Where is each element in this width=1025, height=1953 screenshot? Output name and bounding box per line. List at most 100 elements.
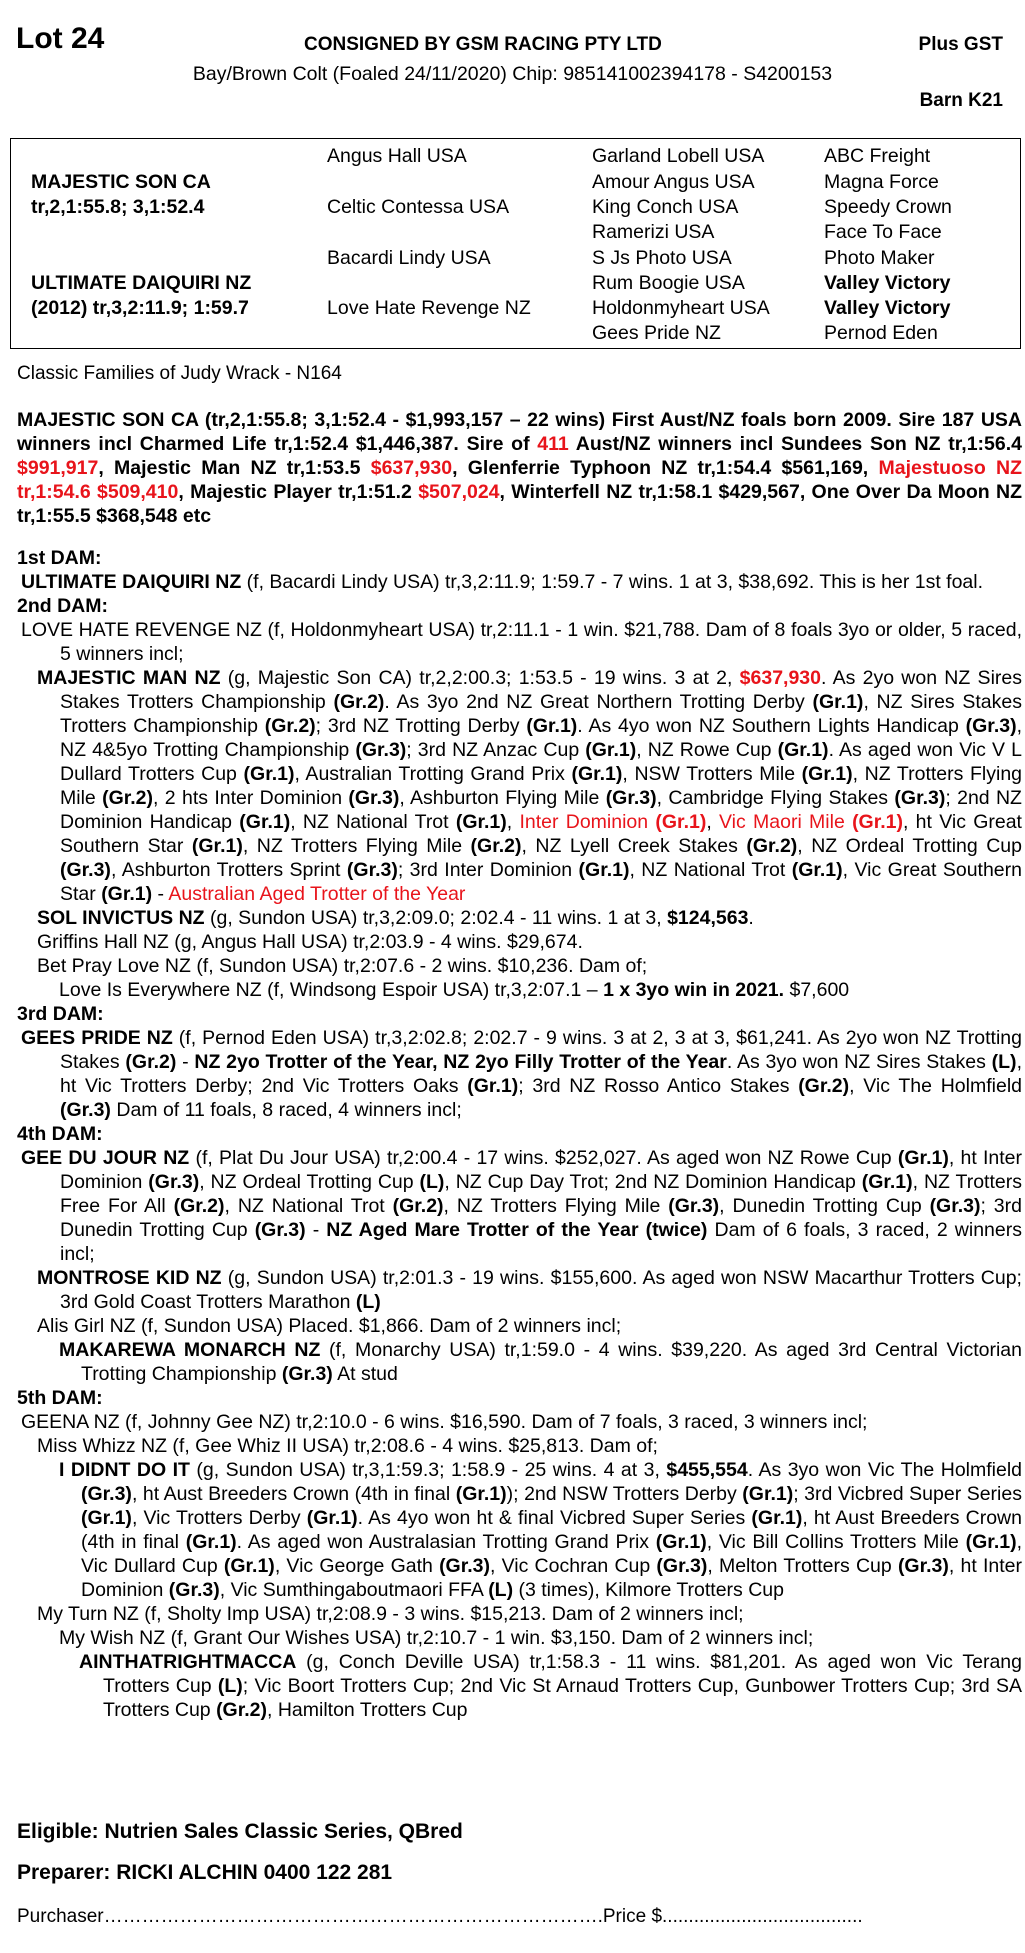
text-run: , NZ Cup Day Trot; 2nd NZ Dominion Handi… (444, 1171, 862, 1193)
text-run: ; 2nd NZ Dominion Handicap (60, 787, 1022, 833)
text-run: , Dunedin Trotting Cup (719, 1195, 930, 1217)
text-run: NZ Aged Mare Trotter of the Year (twice) (326, 1219, 708, 1241)
text-run: , Majestic Man NZ tr,1:53.5 (98, 457, 371, 479)
pedigree-table (10, 138, 1021, 349)
text-run: MONTROSE KID NZ (37, 1267, 222, 1289)
text-run: (Gr.2) (216, 1699, 267, 1721)
dam-heading: 5th DAM: (17, 1386, 1022, 1410)
plus-gst: Plus GST (918, 34, 1003, 55)
pedigree-gen2: Angus Hall USA (327, 145, 467, 167)
text-run: (Gr.1) (791, 859, 843, 881)
text-run: , 2 hts Inter Dominion (153, 787, 349, 809)
text-run: (Gr.1) (812, 691, 864, 713)
text-run: ; 3rd NZ Anzac Cup (406, 739, 586, 761)
text-run: , Majestic Player tr,1:51.2 (178, 481, 419, 503)
purchaser-field[interactable]: …………………………………………………………………… (103, 1906, 598, 1927)
text-run: , Glenferrie Typhoon NZ tr,1:54.4 $561,1… (452, 457, 879, 479)
pedigree-gen3: Gees Pride NZ (592, 322, 721, 344)
text-run: (Gr.3) (60, 859, 111, 881)
text-run: . As 3yo 2nd NZ Great Northern Trotting … (384, 691, 813, 713)
text-run: (L) (488, 1579, 514, 1601)
text-run: ; 3rd NZ Rosso Antico Stakes (518, 1075, 799, 1097)
dam-heading: 1st DAM: (17, 546, 1022, 570)
text-run: (Gr.2) (470, 835, 522, 857)
pedigree-gen3: Ramerizi USA (592, 221, 715, 243)
text-run: (Gr.1) (239, 811, 291, 833)
text-run: (Gr.2) (125, 1051, 177, 1073)
text-run: , NZ 4&5yo Trotting Championship (60, 715, 1022, 761)
text-run: - (305, 1219, 327, 1241)
text-run: (L) (419, 1171, 445, 1193)
highlight-text: $637,930 (370, 457, 453, 479)
highlight-text: $637,930 (739, 667, 821, 689)
pedigree-gen3: Rum Boogie USA (592, 272, 745, 294)
text-run: Dam of 11 foals, 8 raced, 4 winners incl… (110, 1099, 462, 1121)
text-run: (Gr.3) (168, 1579, 220, 1601)
text-run: Dam of 6 foals, 3 raced, 2 winners incl; (60, 1219, 1022, 1265)
sire-name: MAJESTIC SON CA (31, 171, 211, 193)
text-run: GEES PRIDE NZ (21, 1027, 173, 1049)
text-run: (Gr.1) (526, 715, 578, 737)
pedigree-entry: AINTHATRIGHTMACCA (g, Conch Deville USA)… (17, 1650, 1022, 1722)
text-run: - (152, 883, 169, 905)
text-run: (Gr.3) (60, 1099, 111, 1121)
text-run: (Gr.1) (585, 739, 637, 761)
text-run: NZ 2yo Trotter of the Year, NZ 2yo Filly… (194, 1051, 727, 1073)
purchaser-price-line[interactable]: Purchaser…………………………………………………………………….Pric… (17, 1906, 863, 1928)
text-run: (Gr.2) (264, 715, 316, 737)
text-run: Griffins Hall NZ (g, Angus Hall USA) tr,… (37, 931, 583, 953)
text-run: (Gr.1) (81, 1507, 132, 1529)
pedigree-entry: GEES PRIDE NZ (f, Pernod Eden USA) tr,3,… (17, 1026, 1022, 1122)
text-run: (Gr.2) (173, 1195, 225, 1217)
text-run: , Ashburton Flying Mile (399, 787, 606, 809)
text-run: , Australian Trotting Grand Prix (294, 763, 572, 785)
dam-heading: 4th DAM: (17, 1122, 1022, 1146)
pedigree-entry: Alis Girl NZ (f, Sundon USA) Placed. $1,… (17, 1314, 1022, 1338)
text-run: (Gr.3) (355, 739, 407, 761)
text-run: (Gr.3) (148, 1171, 200, 1193)
text-run: (Gr.2) (798, 1075, 850, 1097)
text-run: - (176, 1051, 195, 1073)
text-run: (f, Pernod Eden USA) tr,3,2:02.8; 2:02.7… (60, 1027, 1022, 1073)
pedigree-entry: My Wish NZ (f, Grant Our Wishes USA) tr,… (17, 1626, 1022, 1650)
family-line: Classic Families of Judy Wrack - N164 (17, 363, 342, 384)
text-run: (Gr.3) (605, 787, 657, 809)
text-run: (Gr.3) (656, 1555, 708, 1577)
text-run: , NZ Ordeal Trotting Cup (797, 835, 1022, 857)
text-run: (g, Sundon USA) tr,3,2:09.0; 2:02.4 - 11… (204, 907, 668, 929)
text-run: , NZ Ordeal Trotting Cup (199, 1171, 420, 1193)
text-run: ); 2nd NSW Trotters Derby (506, 1483, 743, 1505)
text-run: (f, Plat Du Jour USA) tr,2:00.4 - 17 win… (189, 1147, 898, 1169)
text-run: My Wish NZ (f, Grant Our Wishes USA) tr,… (59, 1627, 814, 1649)
text-run: (g, Sundon USA) tr,3,1:59.3; 1:58.9 - 25… (189, 1459, 667, 1481)
text-run: , ht Vic Trotters Derby; 2nd Vic Trotter… (60, 1051, 1022, 1097)
text-run: (Gr.3) (254, 1219, 306, 1241)
text-run: , Vic Bill Collins Trotters Mile (706, 1531, 966, 1553)
pedigree-gen4: Speedy Crown (824, 196, 952, 218)
text-run: (Gr.3) (348, 787, 400, 809)
text-run: . As 3yo won Vic The Holmfield (747, 1459, 1023, 1481)
pedigree-gen4: Photo Maker (824, 247, 935, 269)
barn-number: Barn K21 (919, 90, 1003, 111)
text-run: (Gr.1) (455, 1483, 507, 1505)
pedigree-entry: Love Is Everywhere NZ (f, Windsong Espoi… (17, 978, 1022, 1002)
text-run: (f, Monarchy USA) tr,1:59.0 - 4 wins. $3… (81, 1339, 1022, 1385)
text-run: , Hamilton Trotters Cup (267, 1699, 468, 1721)
price-field[interactable]: ...................................... (662, 1906, 863, 1927)
catalogue-body: MAJESTIC SON CA (tr,2,1:55.8; 3,1:52.4 -… (17, 408, 1022, 1722)
dam-record: (2012) tr,3,2:11.9; 1:59.7 (31, 297, 249, 319)
text-run: (g, Sundon USA) tr,2:01.3 - 19 wins. $15… (60, 1267, 1022, 1313)
highlight-text: 411 (537, 433, 569, 455)
text-run: (Gr.3) (439, 1555, 490, 1577)
text-run: . As 4yo won NZ Southern Lights Handicap (577, 715, 966, 737)
text-run: LOVE HATE REVENGE NZ (f, Holdonmyheart U… (21, 619, 1022, 665)
highlight-text: Majestuoso NZ tr,1:54.6 $509,410 (17, 457, 1023, 503)
text-run: , Vic Sumthingaboutmaori FFA (219, 1579, 489, 1601)
text-run: , (706, 811, 720, 833)
dam-heading: 3rd DAM: (17, 1002, 1022, 1026)
text-run: ULTIMATE DAIQUIRI NZ (21, 571, 242, 593)
dam-lines: 1st DAM: ULTIMATE DAIQUIRI NZ (f, Bacardi… (17, 546, 1022, 1722)
text-run: Bet Pray Love NZ (f, Sundon USA) tr,2:07… (37, 955, 648, 977)
text-run: $455,554 (666, 1459, 748, 1481)
highlight-text: (Gr.1) (852, 811, 903, 833)
